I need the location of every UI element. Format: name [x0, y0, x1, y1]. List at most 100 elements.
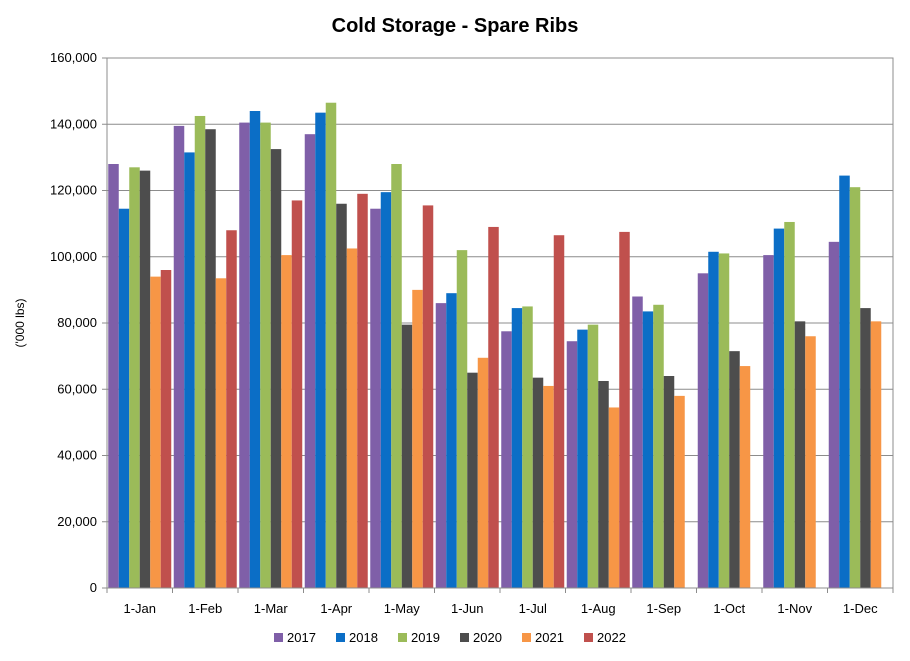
y-axis-label: ('000 lbs)	[13, 299, 27, 348]
y-tick-label: 40,000	[57, 448, 97, 463]
bar-2019-1-jul	[522, 306, 533, 588]
x-tick-label: 1-Jul	[519, 601, 547, 616]
bar-2018-1-jul	[511, 308, 523, 588]
bar-2019-1-apr	[325, 102, 337, 588]
bar-2020-1-dec	[860, 308, 871, 588]
bar-2018-1-jan	[118, 208, 130, 588]
legend-label-2021: 2021	[535, 630, 564, 645]
bar-2019-1-mar	[260, 122, 271, 588]
bar-2022-1-aug	[619, 231, 630, 588]
x-tick-label: 1-Nov	[777, 601, 812, 616]
x-tick-label: 1-Jan	[123, 601, 156, 616]
x-tick-label: 1-May	[384, 601, 421, 616]
bar-2021-1-apr	[346, 248, 358, 588]
x-axis-ticks: 1-Jan 1-Feb 1-Mar 1-Apr 1-May 1-Jun 1-Jul 1-Aug…	[123, 601, 878, 616]
bar-2021-1-aug	[608, 407, 620, 588]
bar-2018-1-jun	[446, 293, 457, 588]
bar-2017-1-apr	[304, 134, 316, 588]
y-tick-label: 100,000	[50, 249, 97, 264]
bar-2021-1-oct	[739, 366, 751, 588]
bar-2022-1-may	[422, 205, 434, 588]
legend-swatch-2018	[336, 633, 345, 642]
legend-swatch-2021	[522, 633, 531, 642]
legend-swatch-2017	[274, 633, 283, 642]
bar-2018-1-may	[380, 192, 392, 588]
bar-2022-1-feb	[226, 230, 237, 588]
bar-2021-1-may	[412, 289, 423, 588]
legend-label-2022: 2022	[597, 630, 626, 645]
bar-2022-1-apr	[357, 193, 368, 588]
bar-2021-1-feb	[215, 278, 227, 588]
chart-title: Cold Storage - Spare Ribs	[332, 15, 579, 37]
bar-2017-1-feb	[173, 125, 185, 588]
bar-2019-1-oct	[718, 253, 730, 588]
y-tick-label: 20,000	[57, 514, 97, 529]
bar-2020-1-nov	[794, 321, 806, 588]
legend: 2017 2018 2019 2020 2021 2022	[274, 630, 626, 645]
y-tick-label: 0	[90, 580, 97, 595]
bar-2018-1-dec	[839, 175, 850, 588]
bar-2022-1-jun	[488, 226, 499, 588]
x-tick-label: 1-Jun	[451, 601, 484, 616]
y-tick-label: 160,000	[50, 50, 97, 65]
legend-label-2019: 2019	[411, 630, 440, 645]
bar-2021-1-sep	[674, 395, 685, 588]
x-tick-label: 1-Sep	[646, 601, 681, 616]
bar-2020-1-jul	[532, 377, 544, 588]
bar-2019-1-aug	[587, 324, 599, 588]
bar-2020-1-feb	[205, 129, 216, 588]
bar-2022-1-jul	[553, 235, 565, 588]
bar-2020-1-apr	[336, 203, 347, 588]
y-tick-label: 60,000	[57, 381, 97, 396]
bar-2019-1-nov	[784, 221, 795, 588]
bar-2018-1-apr	[315, 112, 326, 588]
bar-2018-1-aug	[577, 329, 588, 588]
legend-swatch-2019	[398, 633, 407, 642]
legend-swatch-2022	[584, 633, 593, 642]
legend-label-2017: 2017	[287, 630, 316, 645]
bar-2021-1-dec	[870, 321, 882, 588]
bar-2017-1-dec	[828, 241, 840, 588]
y-tick-label: 140,000	[50, 116, 97, 131]
y-tick-label: 80,000	[57, 315, 97, 330]
x-tick-label: 1-Oct	[713, 601, 745, 616]
bar-2019-1-jun	[456, 250, 468, 588]
bar-2020-1-mar	[270, 149, 282, 588]
bar-2021-1-jun	[477, 357, 489, 588]
bar-2019-1-may	[391, 164, 402, 588]
bar-2018-1-mar	[249, 111, 261, 588]
bar-2017-1-jun	[435, 303, 447, 588]
bar-2020-1-sep	[663, 376, 675, 588]
bar-2017-1-jan	[108, 164, 119, 588]
bar-2017-1-may	[370, 208, 381, 588]
bar-2018-1-nov	[773, 228, 785, 588]
bar-2021-1-nov	[805, 336, 816, 588]
bar-2018-1-feb	[184, 152, 195, 588]
bar-2019-1-dec	[849, 187, 861, 588]
bar-2017-1-oct	[697, 273, 709, 588]
bar-2018-1-oct	[708, 251, 719, 588]
bar-2019-1-sep	[653, 304, 664, 588]
legend-swatch-2020	[460, 633, 469, 642]
bar-2019-1-jan	[129, 167, 140, 588]
bar-2022-1-jan	[160, 270, 172, 588]
bar-2017-1-sep	[632, 296, 643, 588]
bar-2021-1-mar	[281, 255, 292, 588]
bars	[108, 102, 882, 588]
bar-2020-1-aug	[598, 380, 609, 588]
bar-2021-1-jul	[543, 385, 554, 588]
y-axis-ticks: 0 20,000 40,000 60,000 80,000 100,000 120,000 1…	[50, 50, 97, 595]
bar-2020-1-may	[401, 324, 413, 588]
x-tick-label: 1-Apr	[320, 601, 352, 616]
bar-2020-1-oct	[729, 351, 740, 588]
bar-2017-1-mar	[239, 122, 250, 588]
grid	[107, 57, 893, 523]
x-tick-label: 1-Mar	[254, 601, 289, 616]
bar-2017-1-jul	[501, 331, 512, 588]
axes	[102, 57, 894, 593]
bar-2017-1-aug	[566, 341, 578, 588]
x-tick-label: 1-Feb	[188, 601, 222, 616]
bar-2020-1-jun	[467, 372, 478, 588]
bar-2018-1-sep	[642, 311, 654, 588]
